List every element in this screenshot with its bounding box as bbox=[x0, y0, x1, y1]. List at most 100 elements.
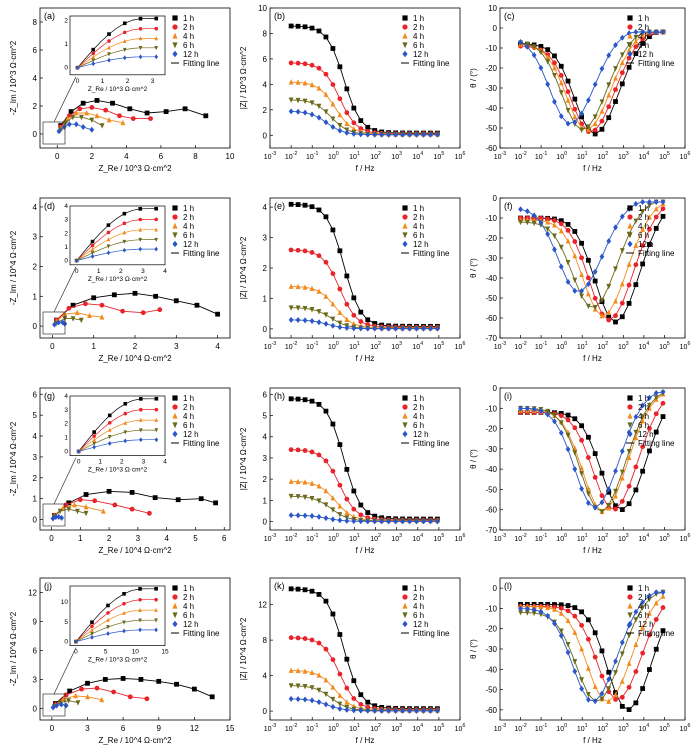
data-point bbox=[99, 302, 105, 308]
legend-marker bbox=[402, 395, 408, 401]
data-point bbox=[572, 106, 578, 112]
data-point bbox=[61, 124, 67, 130]
data-point bbox=[87, 312, 92, 319]
data-point bbox=[572, 605, 578, 610]
data-point bbox=[309, 250, 315, 255]
data-point bbox=[660, 628, 666, 634]
fit-line bbox=[291, 398, 438, 520]
legend-marker bbox=[627, 412, 633, 419]
x-tick-label: 105 bbox=[434, 341, 445, 351]
legend-marker bbox=[172, 214, 178, 220]
fit-line bbox=[60, 99, 206, 126]
data-point bbox=[599, 312, 605, 319]
data-point bbox=[365, 131, 371, 138]
legend-marker bbox=[402, 602, 408, 609]
data-point bbox=[524, 43, 530, 50]
data-point bbox=[198, 496, 204, 502]
data-point bbox=[653, 395, 659, 401]
data-point bbox=[337, 671, 343, 677]
legend-label: 2 h bbox=[638, 213, 649, 222]
x-axis-label: Z_Re / 10^4 Ω·cm^2 bbox=[98, 354, 172, 363]
inset-fit-line bbox=[77, 47, 157, 69]
y-tick-label: 0 bbox=[33, 704, 38, 713]
data-point bbox=[558, 628, 564, 634]
legend-label: Fitting line bbox=[413, 249, 450, 258]
data-point bbox=[372, 321, 378, 326]
data-point bbox=[619, 475, 625, 481]
data-point bbox=[330, 495, 336, 501]
data-point bbox=[295, 283, 301, 290]
data-point bbox=[619, 314, 625, 320]
data-point bbox=[386, 518, 392, 525]
data-point bbox=[606, 238, 612, 245]
x-tick-label: 104 bbox=[639, 723, 650, 733]
fit-line bbox=[291, 81, 438, 135]
data-point bbox=[288, 316, 294, 323]
data-point bbox=[337, 517, 343, 524]
data-point bbox=[599, 493, 605, 499]
x-tick-label: 3 bbox=[85, 724, 90, 733]
data-point bbox=[592, 451, 598, 456]
x-tick-label: 106 bbox=[455, 723, 466, 733]
y-axis-label: |Z| / 10^4 Ω·cm^2 bbox=[239, 617, 248, 680]
data-point bbox=[337, 320, 343, 326]
series-6h bbox=[518, 390, 666, 515]
data-point bbox=[316, 288, 322, 294]
series-12h bbox=[288, 695, 440, 714]
data-point bbox=[626, 261, 632, 267]
inset-x-axis-label: Z_Re / 10^3 Ω·cm^2 bbox=[88, 467, 148, 474]
data-point bbox=[302, 317, 308, 324]
data-point bbox=[99, 696, 105, 703]
data-point bbox=[565, 641, 571, 648]
data-point bbox=[66, 121, 72, 128]
data-point bbox=[72, 501, 77, 508]
data-point bbox=[302, 684, 308, 690]
data-point bbox=[288, 305, 294, 311]
legend-label: 1 h bbox=[413, 204, 424, 213]
x-tick-label: 10-2 bbox=[285, 723, 298, 733]
y-tick-label: -20 bbox=[485, 234, 497, 243]
data-point bbox=[599, 126, 605, 132]
legend-marker bbox=[172, 240, 178, 248]
data-point bbox=[545, 81, 551, 88]
y-tick-label: 4 bbox=[263, 203, 268, 212]
x-tick-label: 101 bbox=[349, 341, 360, 351]
data-point bbox=[288, 586, 294, 592]
data-point bbox=[613, 266, 618, 272]
y-tick-label: 6 bbox=[33, 646, 38, 655]
x-tick-label: 10-1 bbox=[535, 723, 548, 733]
inset-fit-line bbox=[76, 208, 157, 261]
fit-line bbox=[55, 678, 213, 704]
data-point bbox=[565, 412, 571, 418]
panel-label: (j) bbox=[44, 581, 52, 591]
data-point bbox=[538, 64, 544, 71]
data-point bbox=[309, 669, 315, 675]
y-tick-label: 0 bbox=[493, 194, 498, 203]
x-axis-label: f / Hz bbox=[583, 354, 602, 363]
data-point bbox=[613, 503, 618, 509]
data-point bbox=[344, 656, 350, 662]
data-point bbox=[393, 707, 399, 714]
data-point bbox=[393, 518, 399, 525]
data-point bbox=[295, 478, 301, 485]
x-tick-label: 106 bbox=[455, 151, 466, 161]
y-tick-label: 8 bbox=[263, 29, 268, 38]
zoom-arrow bbox=[53, 457, 77, 505]
data-point bbox=[518, 39, 523, 46]
data-point bbox=[660, 389, 666, 396]
data-point bbox=[156, 678, 162, 684]
data-point bbox=[337, 512, 343, 518]
legend-marker bbox=[402, 612, 408, 619]
data-point bbox=[565, 417, 571, 423]
data-point bbox=[599, 673, 605, 679]
data-point bbox=[288, 108, 294, 115]
data-point bbox=[599, 99, 605, 105]
y-tick-label: -10 bbox=[485, 604, 497, 613]
data-point bbox=[84, 110, 90, 116]
data-point bbox=[619, 448, 625, 455]
legend-label: 4 h bbox=[413, 222, 424, 231]
data-point bbox=[647, 199, 652, 205]
inset-y-tick-label: 2 bbox=[64, 18, 68, 25]
y-tick-label: -10 bbox=[485, 214, 497, 223]
